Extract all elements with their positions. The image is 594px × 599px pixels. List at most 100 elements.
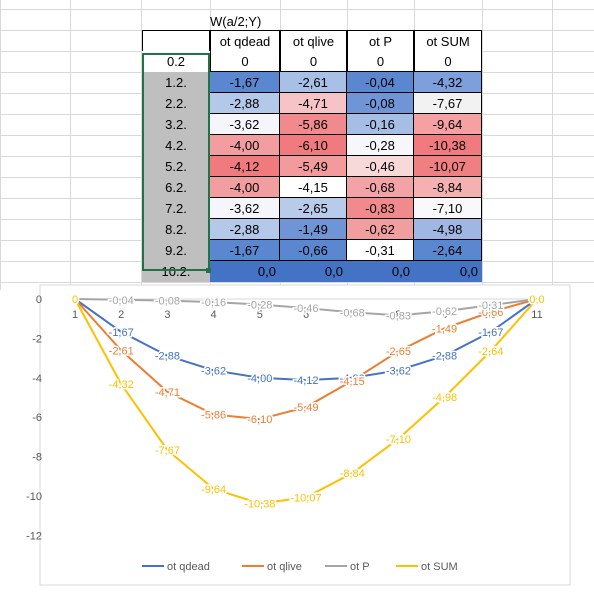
row-label[interactable]: 1.2. <box>142 72 210 93</box>
table-cell[interactable]: -1,67 <box>210 240 280 261</box>
row-label[interactable]: 8.2. <box>142 219 210 240</box>
series-line-ot-qlive <box>74 298 538 421</box>
table-cell[interactable]: -4,12 <box>210 156 280 177</box>
legend-label: ot qdead <box>167 561 210 573</box>
row-label[interactable]: 3.2. <box>142 114 210 135</box>
row-label[interactable]: 7.2. <box>142 198 210 219</box>
x-tick-label: 7 <box>349 309 355 321</box>
data-label: -4,12 <box>293 375 318 387</box>
table-cell[interactable]: -0,16 <box>347 114 414 135</box>
table-title[interactable]: W(a/2;Y) <box>210 13 262 29</box>
grid-column-line <box>141 0 142 290</box>
table-cell[interactable]: -0,46 <box>347 156 414 177</box>
column-header[interactable]: ot qlive <box>280 30 347 52</box>
header-corner-cell[interactable] <box>142 30 210 52</box>
table-cell[interactable]: -6,10 <box>280 135 347 156</box>
column-header[interactable]: ot SUM <box>414 30 482 52</box>
row-label[interactable]: 4.2. <box>142 135 210 156</box>
table-cell[interactable]: -7,10 <box>414 198 482 219</box>
grid-column-line <box>70 0 71 290</box>
table-cell[interactable]: -5,49 <box>280 156 347 177</box>
grid-row-line <box>0 9 594 10</box>
table-cell[interactable]: -4,00 <box>210 135 280 156</box>
data-label: -0,62 <box>432 306 457 318</box>
data-label: 0 <box>72 294 78 306</box>
table-cell[interactable]: 0 <box>414 51 482 72</box>
chart-svg: 0-2-4-6-8-10-121 2 3 4 5 6 7 8 9 10 110-1,67-2,88-… <box>26 284 571 586</box>
data-label: -2,88 <box>432 351 457 363</box>
row-label[interactable]: 0.2 <box>142 51 210 72</box>
row-label[interactable]: 6.2. <box>142 177 210 198</box>
table-cell[interactable]: 0,0 <box>347 261 414 282</box>
series-line-ot-qdead <box>74 298 538 382</box>
table-cell[interactable]: -8,84 <box>414 177 482 198</box>
table-cell[interactable]: -2,64 <box>414 240 482 261</box>
table-cell[interactable]: -2,88 <box>210 93 280 114</box>
y-tick-label: -6 <box>32 412 42 424</box>
table-cell[interactable]: -2,65 <box>280 198 347 219</box>
table-cell[interactable]: -0,04 <box>347 72 414 93</box>
table-cell[interactable]: -2,88 <box>210 219 280 240</box>
fill-handle[interactable] <box>206 268 211 273</box>
grid-column-line <box>552 0 553 290</box>
row-label[interactable]: 2.2. <box>142 93 210 114</box>
table-cell[interactable]: -2,61 <box>280 72 347 93</box>
line-chart[interactable]: 0 -2 -4 -6 -8 -10 -12 1 2 3 4 5 6 7 8 9 10 11 0 -1,67 -2,88-… <box>0 284 594 594</box>
table-cell[interactable]: 0 <box>280 51 347 72</box>
column-header[interactable]: ot qdead <box>210 30 280 52</box>
x-tick-label: 11 <box>531 309 542 321</box>
table-cell[interactable]: 0 <box>210 51 280 72</box>
table-cell[interactable]: -1,67 <box>210 72 280 93</box>
column-header[interactable]: ot P <box>347 30 414 52</box>
row-label[interactable]: 9.2. <box>142 240 210 261</box>
table-cell[interactable]: -4,71 <box>280 93 347 114</box>
table-cell[interactable]: -0,68 <box>347 177 414 198</box>
table-cell[interactable]: -4,00 <box>210 177 280 198</box>
y-tick-label: 0 <box>36 294 42 306</box>
table-cell[interactable]: -4,98 <box>414 219 482 240</box>
table-cell[interactable]: -0,28 <box>347 135 414 156</box>
y-tick-label: -10 <box>26 491 42 503</box>
data-label: -4,71 <box>155 387 180 399</box>
table-cell[interactable]: -9,64 <box>414 114 482 135</box>
table-cell[interactable]: -0,08 <box>347 93 414 114</box>
table-cell[interactable]: -10,38 <box>414 135 482 156</box>
table-cell[interactable]: 0 <box>347 51 414 72</box>
x-tick-label: 1 <box>72 309 78 321</box>
table-cell[interactable]: -5,86 <box>280 114 347 135</box>
data-label: -10,07 <box>290 492 321 504</box>
data-label: -5,86 <box>201 409 226 421</box>
table-cell[interactable]: -3,62 <box>210 198 280 219</box>
data-label: -0,83 <box>386 310 411 322</box>
table-cell[interactable]: -0,83 <box>347 198 414 219</box>
data-label: 0,0 <box>529 294 544 306</box>
table-cell[interactable]: -7,67 <box>414 93 482 114</box>
legend-label: ot P <box>350 561 370 573</box>
table-cell[interactable]: 0,0 <box>414 261 482 282</box>
data-label: -0,16 <box>201 297 226 309</box>
table-cell[interactable]: -1,49 <box>280 219 347 240</box>
data-label: -4,15 <box>340 376 365 388</box>
data-label: -3,62 <box>201 365 226 377</box>
data-label: -2,65 <box>386 346 411 358</box>
table-cell[interactable]: -4,32 <box>414 72 482 93</box>
table-cell[interactable]: -4,15 <box>280 177 347 198</box>
row-label[interactable]: 10.2. <box>142 261 210 282</box>
y-tick-label: -8 <box>32 452 42 464</box>
x-tick-label: 9 <box>442 309 448 321</box>
data-label: -8,84 <box>340 468 365 480</box>
legend-label: ot SUM <box>421 561 458 573</box>
table-cell[interactable]: 0,0 <box>280 261 347 282</box>
row-label[interactable]: 5.2. <box>142 156 210 177</box>
table-cell[interactable]: -0,66 <box>280 240 347 261</box>
data-label: -2,64 <box>478 346 503 358</box>
data-label: -5,49 <box>293 402 318 414</box>
table-cell[interactable]: -3,62 <box>210 114 280 135</box>
table-cell[interactable]: -0,62 <box>347 219 414 240</box>
data-label: -0,68 <box>340 307 365 319</box>
table-cell[interactable]: -10,07 <box>414 156 482 177</box>
data-label: -1,49 <box>432 323 457 335</box>
table-cell[interactable]: -0,31 <box>347 240 414 261</box>
data-label: -6,10 <box>247 414 272 426</box>
table-cell[interactable]: 0,0 <box>210 261 280 282</box>
